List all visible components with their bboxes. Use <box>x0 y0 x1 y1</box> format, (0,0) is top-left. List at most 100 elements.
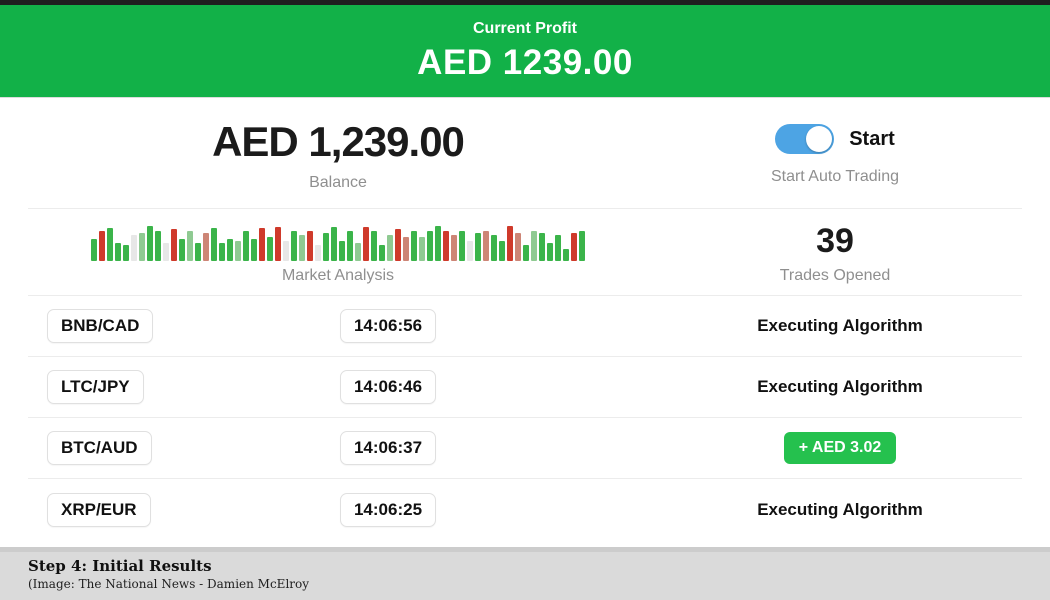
market-analysis-label: Market Analysis <box>281 267 395 284</box>
image-caption-bar: Step 4: Initial Results (Image: The Nati… <box>0 547 1050 600</box>
balance-section: AED 1,239.00 Balance Start Start Auto Tr… <box>28 98 1022 209</box>
market-bar <box>195 243 201 261</box>
market-bar <box>243 231 249 261</box>
caption-title: Step 4: Initial Results <box>28 557 212 575</box>
market-bar <box>211 228 217 261</box>
market-bar <box>523 245 529 261</box>
auto-trading-caption: Start Auto Trading <box>770 168 900 185</box>
trades-opened-count: 39 <box>816 221 854 260</box>
market-bar <box>147 226 153 261</box>
pair-badge: BTC/AUD <box>47 431 152 465</box>
market-bar <box>419 237 425 261</box>
market-bar <box>491 235 497 261</box>
market-bar <box>571 233 577 261</box>
market-analysis-block: Market Analysis <box>28 221 648 285</box>
market-bar <box>323 233 329 261</box>
market-bar <box>291 231 297 261</box>
market-bar <box>203 233 209 261</box>
market-bar <box>227 239 233 261</box>
market-bar <box>515 233 521 261</box>
market-bar <box>539 233 545 261</box>
market-bar <box>99 231 105 261</box>
market-bar <box>219 243 225 261</box>
trades-opened-block: 39 Trades Opened <box>648 222 1022 285</box>
trades-opened-label: Trades Opened <box>779 266 891 284</box>
market-bar <box>187 231 193 261</box>
market-bar <box>299 235 305 261</box>
trade-status: Executing Algorithm <box>757 499 923 519</box>
time-badge: 14:06:37 <box>339 431 437 465</box>
caption-credit: (Image: The National News - Damien McElr… <box>28 577 310 591</box>
market-bar <box>371 231 377 261</box>
trade-row: XRP/EUR 14:06:25 Executing Algorithm <box>28 479 1022 540</box>
time-badge: 14:06:46 <box>339 370 437 404</box>
auto-trading-toggle[interactable] <box>775 124 835 154</box>
market-bar <box>235 241 241 261</box>
market-bar <box>355 243 361 261</box>
balance-label: Balance <box>309 174 367 191</box>
market-bar <box>163 243 169 261</box>
market-bar <box>435 226 441 261</box>
pair-badge: BNB/CAD <box>47 309 154 343</box>
balance-block: AED 1,239.00 Balance <box>28 118 648 192</box>
pair-badge: XRP/EUR <box>47 492 151 527</box>
auto-trading-toggle-row: Start <box>775 124 895 154</box>
main-content: AED 1,239.00 Balance Start Start Auto Tr… <box>0 98 1050 540</box>
market-bar <box>467 241 473 261</box>
current-profit-value: AED 1239.00 <box>417 42 633 82</box>
market-bar <box>499 241 505 261</box>
market-bar <box>395 229 401 261</box>
trade-row: BNB/CAD 14:06:56 Executing Algorithm <box>28 296 1022 357</box>
trade-row: LTC/JPY 14:06:46 Executing Algorithm <box>28 357 1022 418</box>
market-bar <box>443 231 449 261</box>
toggle-knob-icon <box>806 126 833 152</box>
market-bar <box>171 229 177 261</box>
trade-status: Executing Algorithm <box>757 377 923 396</box>
current-profit-banner: Current Profit AED 1239.00 <box>0 5 1050 98</box>
window-top-bar <box>0 0 1050 5</box>
profit-badge: + AED 3.02 <box>783 432 897 464</box>
market-bar <box>483 231 489 261</box>
market-bar <box>267 237 273 261</box>
market-bar <box>411 231 417 261</box>
market-bar <box>531 231 537 261</box>
trade-status: Executing Algorithm <box>757 316 923 335</box>
market-bar <box>307 231 313 261</box>
auto-trading-block: Start Start Auto Trading <box>648 124 1022 186</box>
time-badge: 14:06:56 <box>339 309 437 343</box>
market-bar <box>427 231 433 261</box>
market-bar <box>555 235 561 261</box>
market-bar <box>283 241 289 261</box>
market-bar <box>403 237 409 261</box>
current-profit-label: Current Profit <box>473 19 577 37</box>
pair-badge: LTC/JPY <box>47 370 144 404</box>
market-bar <box>155 231 161 261</box>
market-bar <box>139 233 145 261</box>
market-section: Market Analysis 39 Trades Opened <box>28 209 1022 296</box>
balance-value: AED 1,239.00 <box>212 118 465 165</box>
market-bar <box>115 243 121 261</box>
market-bar <box>123 245 129 261</box>
market-bar <box>331 227 337 261</box>
market-bar <box>179 239 185 261</box>
market-bar <box>547 243 553 261</box>
trade-row: BTC/AUD 14:06:37 + AED 3.02 <box>28 418 1022 479</box>
market-bar <box>379 245 385 261</box>
market-bar <box>459 231 465 261</box>
market-bar <box>275 227 281 261</box>
market-bar <box>387 235 393 261</box>
market-bar <box>563 249 569 261</box>
market-bar <box>91 239 97 261</box>
market-bar <box>363 227 369 261</box>
market-bar <box>475 233 481 261</box>
market-analysis-chart <box>91 221 585 261</box>
market-bar <box>251 239 257 261</box>
market-bar <box>339 241 345 261</box>
trade-status-cell: + AED 3.02 <box>658 432 1022 464</box>
market-bar <box>347 231 353 261</box>
start-toggle-label: Start <box>849 127 895 150</box>
trade-status-cell: Executing Algorithm <box>658 500 1022 520</box>
time-badge: 14:06:25 <box>339 492 437 527</box>
market-bar <box>579 231 585 261</box>
market-bar <box>315 245 321 261</box>
